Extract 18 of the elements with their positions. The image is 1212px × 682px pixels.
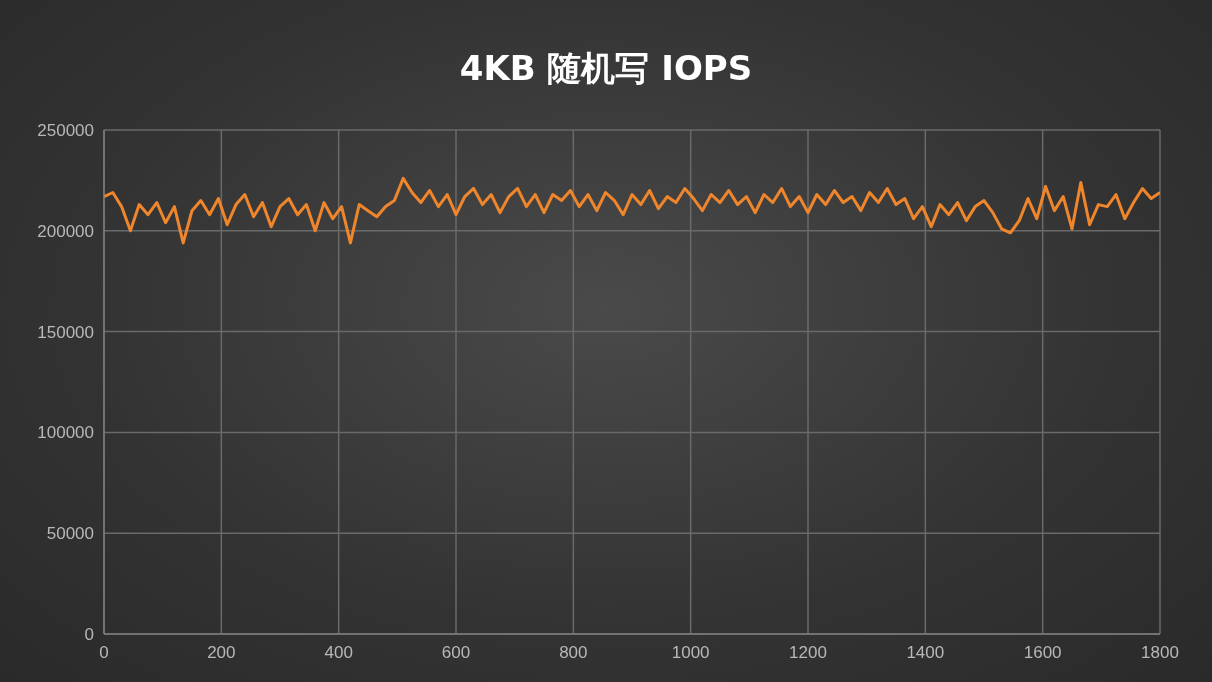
x-tick-label: 600 — [441, 643, 471, 663]
x-tick-label: 800 — [559, 643, 588, 663]
line-series — [104, 176, 1160, 245]
x-tick-label: 1400 — [906, 643, 945, 663]
y-tick-label: 150000 — [37, 322, 94, 342]
x-tick-label: 1000 — [671, 643, 710, 663]
x-tick-label: 200 — [207, 643, 236, 663]
y-tick-label: 0 — [84, 625, 94, 645]
y-tick-label: 100000 — [37, 423, 94, 443]
x-tick-label: 400 — [324, 643, 353, 663]
y-tick-label: 250000 — [37, 121, 94, 141]
chart-title: 4KB 随机写 IOPS — [458, 47, 754, 90]
y-tick-label: 200000 — [37, 221, 94, 241]
x-tick-label: 1600 — [1023, 643, 1062, 663]
x-tick-label: 1200 — [789, 643, 827, 663]
x-tick-label: 1800 — [1141, 643, 1179, 663]
x-tick-label: 0 — [99, 643, 109, 663]
y-tick-label: 50000 — [46, 524, 94, 544]
